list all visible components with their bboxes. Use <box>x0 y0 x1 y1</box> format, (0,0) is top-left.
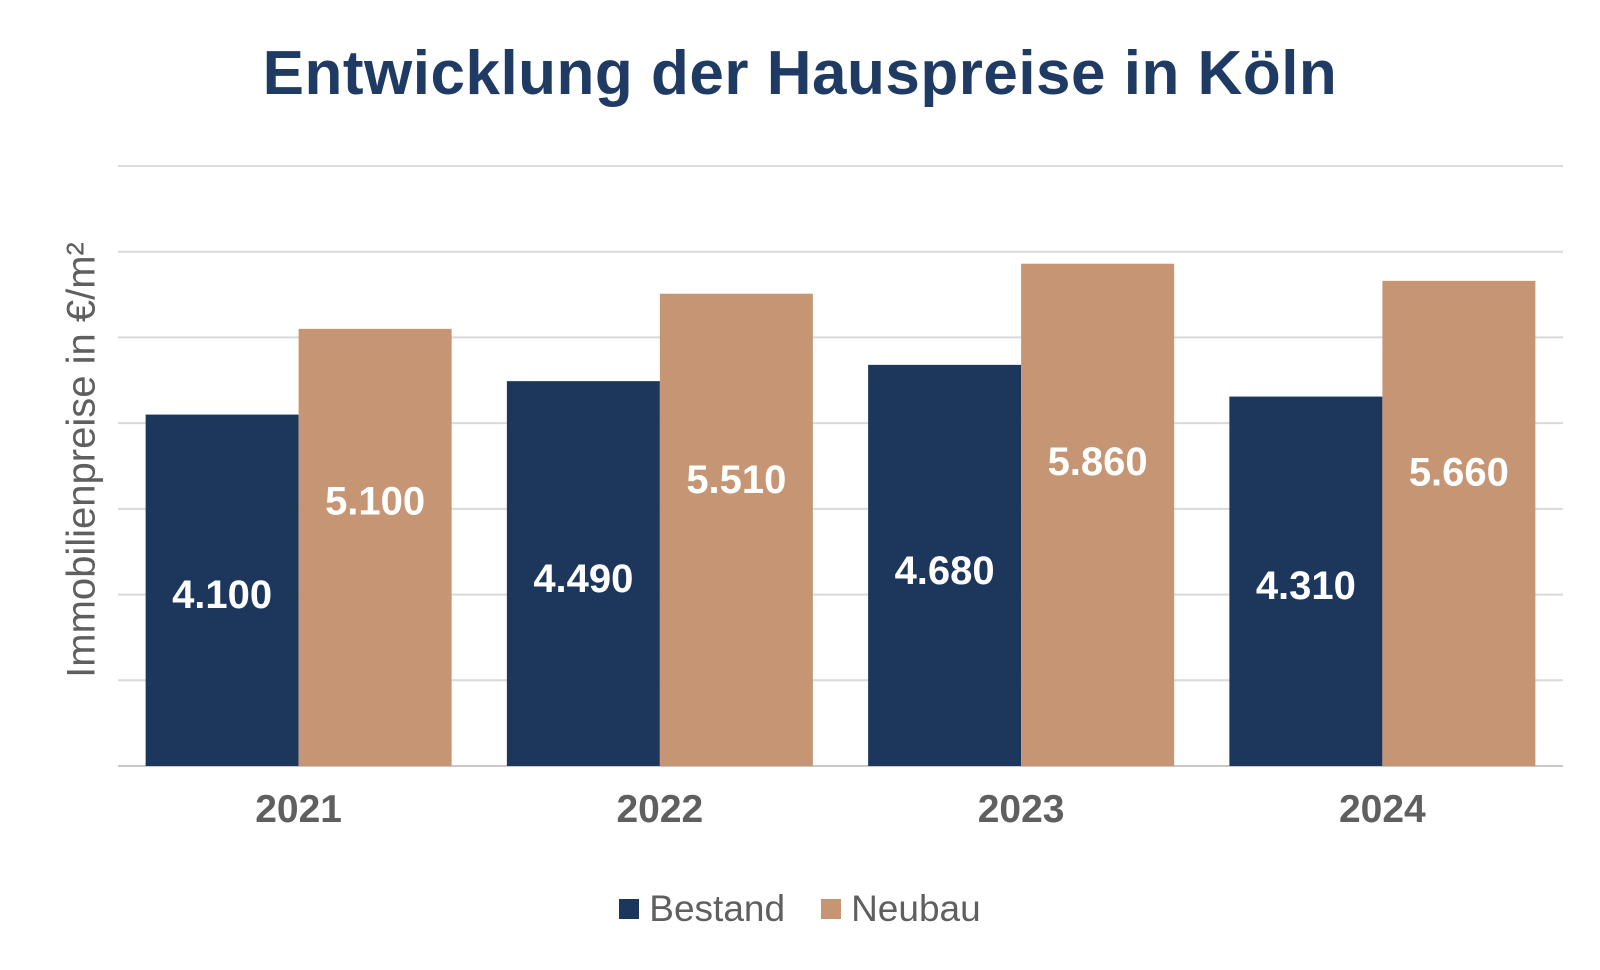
data-label-neubau-2021: 5.100 <box>325 479 425 523</box>
x-tick-label-2024: 2024 <box>1339 788 1426 831</box>
bar-neubau-2022 <box>659 293 813 766</box>
bar-bestand-2024 <box>1229 396 1383 766</box>
legend-swatch-neubau <box>821 899 842 919</box>
data-label-bestand-2021: 4.100 <box>172 573 272 617</box>
bar-bestand-2023 <box>868 364 1022 766</box>
legend: Bestand Neubau <box>0 888 1600 930</box>
x-tick-label-2023: 2023 <box>978 788 1065 831</box>
legend-item-bestand: Bestand <box>619 888 785 930</box>
legend-label-bestand: Bestand <box>649 888 786 929</box>
x-tick-label-2022: 2022 <box>616 788 703 831</box>
data-label-bestand-2024: 4.310 <box>1256 564 1356 608</box>
legend-swatch-bestand <box>619 899 640 919</box>
data-label-neubau-2024: 5.660 <box>1409 450 1509 494</box>
bar-neubau-2024 <box>1382 280 1536 766</box>
data-label-neubau-2022: 5.510 <box>686 458 786 502</box>
data-label-bestand-2023: 4.680 <box>895 549 995 593</box>
legend-label-neubau: Neubau <box>851 888 981 929</box>
data-label-neubau-2023: 5.860 <box>1048 440 1148 484</box>
x-tick-label-2021: 2021 <box>255 788 342 831</box>
bar-bestand-2022 <box>506 381 660 766</box>
legend-item-neubau: Neubau <box>821 888 981 930</box>
bar-neubau-2021 <box>298 328 452 766</box>
data-label-bestand-2022: 4.490 <box>533 557 633 601</box>
chart-title: Entwicklung der Hauspreise in Köln <box>262 39 1338 108</box>
bar-neubau-2023 <box>1021 263 1175 766</box>
bar-bestand-2021 <box>145 414 299 766</box>
